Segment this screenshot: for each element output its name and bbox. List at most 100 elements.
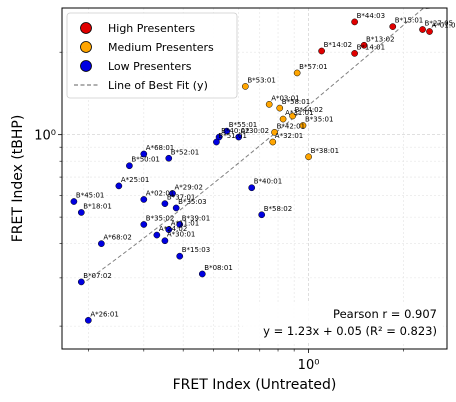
axes: 10⁰ 10⁰ FRET Index (Untreated) FRET Index (… bbox=[10, 7, 448, 393]
point-label: B*40:02 bbox=[221, 127, 249, 135]
point-label: A*26:01 bbox=[90, 310, 118, 318]
data-point bbox=[305, 153, 312, 161]
point-label: A*29:02 bbox=[175, 183, 203, 191]
data-point bbox=[299, 122, 307, 129]
fit-line bbox=[81, 7, 432, 285]
annotation-box bbox=[243, 302, 443, 342]
point-label: B*51:01 bbox=[218, 132, 246, 140]
legend-marker bbox=[80, 41, 92, 53]
data-point bbox=[70, 198, 78, 205]
point-label: B*57:01 bbox=[299, 63, 327, 71]
point-label: B*35:01 bbox=[305, 116, 333, 124]
stats-annotation: Pearson r = 0.907 y = 1.23x + 0.05 (R² = … bbox=[243, 302, 443, 342]
data-point bbox=[115, 182, 123, 190]
point-label: B*52:01 bbox=[171, 148, 199, 156]
data-point bbox=[140, 150, 148, 158]
data-point bbox=[265, 101, 273, 108]
data-point bbox=[98, 240, 105, 248]
x-axis-label: FRET Index (Untreated) bbox=[173, 377, 337, 393]
data-point bbox=[258, 211, 266, 219]
point-label: B*13:02 bbox=[366, 35, 394, 43]
data-point bbox=[241, 83, 249, 90]
legend-label: Medium Presenters bbox=[108, 41, 214, 54]
point-label: A*68:02 bbox=[103, 234, 131, 242]
data-point bbox=[426, 28, 433, 35]
fit-line-group bbox=[81, 7, 432, 285]
data-point bbox=[161, 237, 169, 245]
data-point bbox=[161, 200, 169, 207]
data-point bbox=[351, 18, 358, 26]
legend: High Presenters Medium Presenters Low Pres… bbox=[66, 12, 238, 99]
point-label: A*02:01 bbox=[146, 189, 174, 197]
point-label: B*14:01 bbox=[357, 43, 385, 51]
point-label: B*45:01 bbox=[76, 192, 104, 200]
data-point bbox=[140, 196, 148, 203]
data-point bbox=[360, 41, 368, 49]
data-point bbox=[213, 138, 220, 146]
data-point bbox=[289, 112, 296, 120]
data-point bbox=[172, 204, 180, 212]
data-point bbox=[198, 270, 206, 278]
point-label: B*08:01 bbox=[204, 264, 232, 272]
point-label: A*11:01 bbox=[171, 220, 199, 228]
point-label: B*55:01 bbox=[229, 121, 257, 129]
annotation-line: y = 1.23x + 0.05 (R² = 0.823) bbox=[263, 324, 437, 338]
point-label: A*03:01 bbox=[271, 94, 299, 102]
legend-box bbox=[66, 12, 238, 99]
data-point bbox=[389, 23, 397, 30]
y-tick-label: 10⁰ bbox=[34, 129, 56, 144]
point-label: A*32:01 bbox=[275, 132, 303, 140]
point-label: B*58:02 bbox=[264, 205, 292, 213]
point-label: B*27:05 bbox=[425, 20, 453, 28]
data-point bbox=[223, 127, 231, 135]
point-label: B*18:01 bbox=[83, 202, 111, 210]
point-label: B*44:03 bbox=[357, 12, 385, 20]
point-label: B*40:01 bbox=[254, 178, 282, 186]
point-label: B*35:02 bbox=[146, 214, 174, 222]
data-point bbox=[176, 221, 184, 228]
y-axis-label: FRET Index (tBHP) bbox=[10, 115, 26, 243]
data-point bbox=[279, 115, 287, 123]
legend-marker bbox=[80, 60, 92, 72]
data-point bbox=[419, 26, 426, 33]
legend-label: Line of Best Fit (y) bbox=[108, 79, 208, 92]
point-label: B*15:03 bbox=[182, 246, 210, 254]
point-label: A*68:01 bbox=[146, 144, 174, 152]
data-point bbox=[77, 209, 85, 216]
data-point bbox=[169, 190, 176, 197]
points bbox=[70, 18, 433, 324]
point-label: B*44:02 bbox=[295, 106, 323, 114]
data-point bbox=[248, 184, 256, 192]
point-label: B*58:01 bbox=[282, 98, 310, 106]
point-label: B*35:03 bbox=[178, 198, 206, 206]
data-point bbox=[140, 221, 148, 228]
point-label: A*31:01 bbox=[285, 109, 313, 117]
annotation-line: Pearson r = 0.907 bbox=[333, 307, 437, 321]
data-point bbox=[153, 231, 161, 239]
data-point bbox=[77, 278, 85, 286]
point-label: A*25:01 bbox=[121, 176, 149, 184]
point-label: A*01:01 bbox=[432, 22, 456, 30]
point-label: B*38:01 bbox=[311, 147, 339, 155]
point-label: A*30:01 bbox=[167, 231, 195, 239]
data-point bbox=[293, 69, 301, 77]
data-point bbox=[126, 162, 133, 170]
data-point bbox=[235, 133, 243, 141]
point-label: B*14:02 bbox=[324, 41, 352, 49]
point-label: B*15:01 bbox=[395, 17, 423, 25]
data-point bbox=[176, 252, 184, 260]
point-label: B*53:01 bbox=[247, 76, 275, 84]
data-point bbox=[165, 226, 173, 233]
point-label: A*24:02 bbox=[159, 225, 187, 233]
data-point bbox=[269, 138, 277, 146]
data-point bbox=[271, 128, 278, 136]
point-label: B*50:01 bbox=[131, 156, 159, 164]
point-label: B*07:02 bbox=[83, 272, 111, 280]
point-label: B*42:01 bbox=[277, 122, 305, 130]
data-point bbox=[165, 154, 173, 162]
data-point bbox=[276, 104, 284, 112]
plot-frame bbox=[61, 7, 448, 350]
x-tick-label: 10⁰ bbox=[298, 358, 320, 373]
point-label: A*30:02 bbox=[241, 127, 269, 135]
